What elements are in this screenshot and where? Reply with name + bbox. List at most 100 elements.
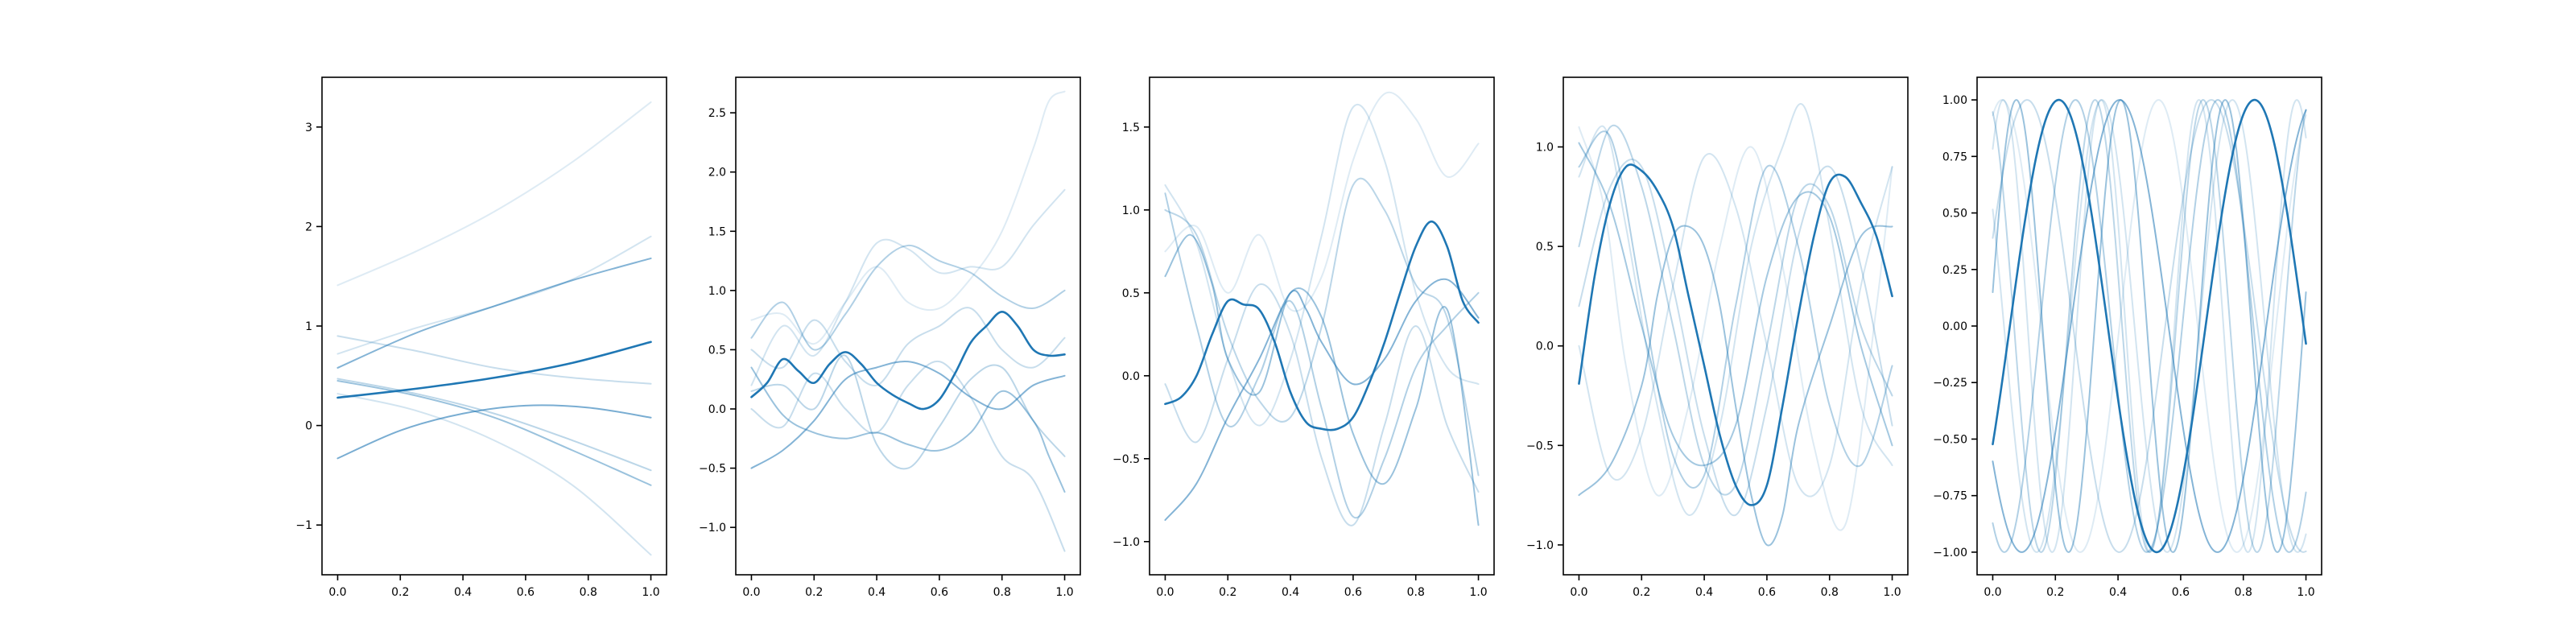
series-line-4 [1164,192,1480,519]
y-tick-label: 1.5 [1122,122,1140,134]
series-group [1578,103,1893,547]
y-tick-label: −1.0 [699,522,726,535]
series-line-7 [336,393,652,556]
series-line-8 [750,360,1066,469]
series-line-6 [750,361,1066,552]
x-tick-label: 1.0 [1055,586,1073,599]
y-tick-label: 2.5 [708,107,726,120]
y-tick-label: 1.0 [708,285,726,298]
y-tick-label: −0.50 [1933,433,1967,446]
x-tick-label: 0.2 [2046,586,2064,599]
x-tick-label: 0.6 [1758,586,1776,599]
series-line-9 [336,341,652,399]
x-tick-label: 0.4 [1695,586,1713,599]
y-tick-label: 1 [305,320,312,333]
series-line-2 [1992,99,2307,553]
y-tick-label: 0.0 [1122,370,1140,383]
series-line-9 [750,311,1066,411]
y-tick-label: 0.0 [1536,341,1554,353]
y-tick-label: −0.5 [699,463,726,476]
series-line-1 [750,90,1066,345]
axes-frame [1149,76,1495,576]
y-tick-label: 0.75 [1942,151,1967,163]
series-line-7 [1164,278,1480,522]
x-tick-label: 1.0 [2297,586,2314,599]
series-line-2 [336,235,652,355]
subplot-1: 0.0 0.2 0.4 0.6 0.8 1.0 −1 0 1 2 3 [295,76,667,599]
series-line-3 [750,244,1066,351]
x-tick-label: 0.6 [931,586,948,599]
y-tick-label: 1.00 [1942,94,1967,107]
y-tick-label: 2 [305,221,312,233]
x-tick-label: 0.2 [1219,586,1236,599]
x-tick-label: 0.4 [454,586,472,599]
y-tick-label: −0.5 [1526,440,1554,452]
series-group [750,90,1066,552]
series-group [1164,91,1480,526]
x-tick-label: 1.0 [642,586,659,599]
axes-frame [735,76,1081,576]
series-line-7 [750,366,1066,493]
series-line-3 [1164,177,1480,477]
subplot-4: 0.0 0.2 0.4 0.6 0.8 1.0 −1.0 −0.5 0.0 0.5 1.0 [1526,76,1909,599]
x-tick-label: 0.0 [742,586,760,599]
x-tick-label: 0.8 [993,586,1011,599]
x-tick-label: 0.8 [2235,586,2252,599]
y-tick-label: 0.5 [1536,241,1554,254]
subplot-5: 0.0 0.2 0.4 0.6 0.8 1.0 −1.00 −0.75 −0.50 −0.25 0.… [1933,76,2322,599]
y-tick-label: 0.5 [1122,287,1140,300]
x-tick-label: 0.0 [1156,586,1174,599]
axes-frame [321,76,667,576]
y-tick-label: 3 [305,122,312,134]
series-line-2 [1164,91,1480,312]
series-line-6 [1992,99,2307,553]
x-tick-label: 0.4 [2109,586,2127,599]
series-line-8 [1578,142,1893,467]
series-line-9 [1992,98,2307,554]
x-tick-label: 0.2 [391,586,409,599]
series-line-1 [1992,99,2307,553]
series-line-3 [1578,130,1893,489]
x-tick-label: 0.6 [2172,586,2190,599]
x-tick-label: 0.4 [868,586,886,599]
series-line-4 [1992,99,2307,553]
x-tick-label: 0.6 [1344,586,1362,599]
y-tick-label: −1.0 [1526,539,1554,552]
series-line-2 [750,188,1066,386]
series-line-9 [1578,163,1893,506]
y-tick-label: 0 [305,420,312,433]
series-line-2 [1578,103,1893,516]
series-group [336,101,652,556]
series-line-6 [336,379,652,486]
subplot-2: 0.0 0.2 0.4 0.6 0.8 1.0 −1.0 −0.5 0.0 0.5 1.0 1.5 2.… [699,76,1081,599]
y-tick-label: −0.75 [1933,490,1967,503]
x-tick-label: 0.2 [805,586,823,599]
series-line-3 [1992,99,2307,553]
series-line-1 [336,101,652,287]
y-tick-label: −1 [295,519,312,532]
series-line-3 [336,257,652,369]
series-group [1992,98,2307,554]
x-tick-label: 1.0 [1883,586,1901,599]
series-line-5 [336,378,652,472]
series-line-5 [1164,283,1480,526]
series-line-5 [1992,99,2307,553]
series-line-6 [1164,233,1480,526]
x-tick-label: 0.8 [1821,586,1839,599]
series-line-8 [1164,220,1480,431]
x-tick-label: 0.8 [580,586,597,599]
x-tick-label: 0.0 [1984,586,2001,599]
x-tick-label: 0.0 [1570,586,1587,599]
series-line-8 [336,404,652,460]
y-tick-label: −1.0 [1113,536,1140,549]
series-line-5 [750,354,1066,470]
y-tick-label: 0.25 [1942,264,1967,277]
x-tick-label: 1.0 [1469,586,1487,599]
x-tick-label: 0.8 [1407,586,1425,599]
series-line-1 [1578,126,1893,531]
series-line-6 [1578,153,1893,497]
x-tick-label: 0.6 [517,586,535,599]
series-line-4 [336,335,652,385]
series-line-5 [1578,159,1893,517]
x-tick-label: 0.4 [1282,586,1299,599]
